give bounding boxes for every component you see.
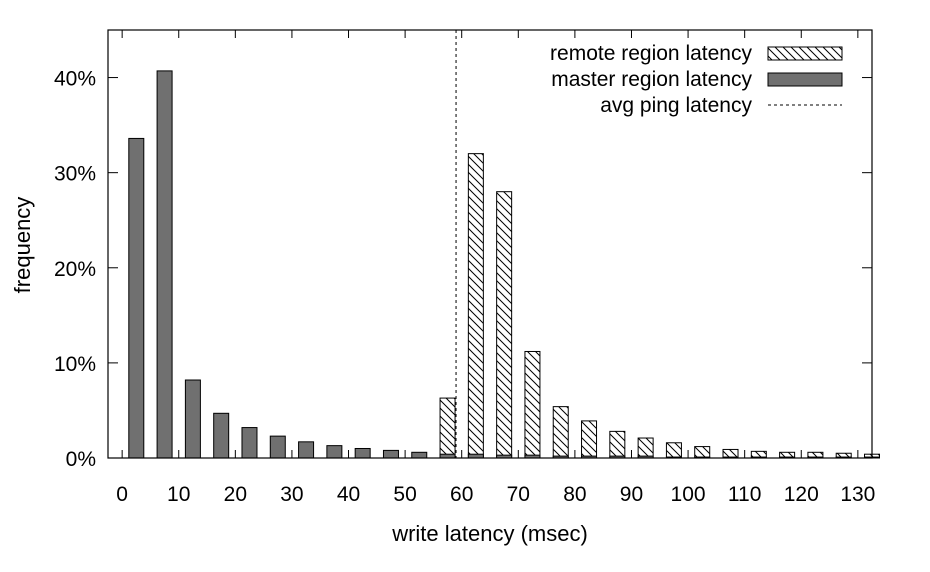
master-region-bar-6 bbox=[298, 441, 315, 459]
x-tick-label: 110 bbox=[728, 483, 761, 506]
x-tick-label: 20 bbox=[224, 483, 247, 506]
master-region-bar-3 bbox=[213, 412, 230, 459]
x-tick-label: 0 bbox=[116, 483, 128, 506]
master-region-bar-2 bbox=[184, 379, 201, 459]
legend-master-region-swatch bbox=[767, 72, 843, 87]
remote-region-bar-5 bbox=[581, 420, 598, 459]
legend-master-region-label: master region latency bbox=[551, 68, 752, 91]
legend: remote region latency master region laten… bbox=[550, 42, 843, 117]
x-tick-label: 70 bbox=[507, 483, 530, 506]
remote-region-bar-7 bbox=[637, 437, 654, 459]
y-tick-label: 20% bbox=[54, 258, 96, 281]
master-region-bar-7 bbox=[326, 445, 343, 459]
legend-avg-ping-label: avg ping latency bbox=[600, 94, 752, 117]
y-tick-label: 40% bbox=[54, 68, 96, 91]
master-region-bar-1 bbox=[156, 70, 173, 459]
x-axis-title: write latency (msec) bbox=[391, 521, 588, 546]
master-region-bar-0 bbox=[128, 137, 145, 459]
remote-region-bar-8 bbox=[665, 442, 682, 459]
remote-region-bar-3 bbox=[524, 350, 541, 459]
x-tick-label: 10 bbox=[167, 483, 190, 506]
axes-layer: 0 10 20 30 40 50 60 70 80 90 100 110 120 130 0% 10% 20% 3… bbox=[54, 29, 875, 506]
y-tick-label: 0% bbox=[66, 448, 96, 471]
y-tick-label: 30% bbox=[54, 163, 96, 186]
x-tick-label: 30 bbox=[280, 483, 303, 506]
x-tick-label: 100 bbox=[671, 483, 706, 506]
master-region-bar-5 bbox=[269, 435, 286, 459]
x-tick-label: 130 bbox=[840, 483, 875, 506]
remote-region-bar-6 bbox=[609, 430, 626, 459]
legend-remote-region-swatch bbox=[767, 46, 843, 61]
y-tick-label: 10% bbox=[54, 353, 96, 376]
x-tick-label: 50 bbox=[393, 483, 416, 506]
remote-region-bar-0 bbox=[439, 397, 456, 459]
x-tick-label: 90 bbox=[620, 483, 643, 506]
master-region-bar-10 bbox=[411, 451, 428, 459]
plot-frame bbox=[107, 29, 873, 459]
x-tick-label: 120 bbox=[784, 483, 819, 506]
remote-region-bar-1 bbox=[467, 153, 484, 459]
master-region-bar-4 bbox=[241, 427, 258, 459]
y-axis-title: frequency bbox=[10, 197, 35, 294]
x-tick-label: 80 bbox=[563, 483, 586, 506]
remote-region-bar-2 bbox=[496, 191, 513, 459]
remote-region-bar-4 bbox=[552, 406, 569, 459]
master-region-bar-9 bbox=[382, 449, 399, 459]
master-region-bar-8 bbox=[354, 447, 371, 459]
x-tick-label: 40 bbox=[337, 483, 360, 506]
remote-region-bar-9 bbox=[694, 446, 711, 459]
x-tick-label: 60 bbox=[450, 483, 473, 506]
bars-layer bbox=[128, 70, 880, 459]
legend-remote-region-label: remote region latency bbox=[550, 42, 752, 65]
